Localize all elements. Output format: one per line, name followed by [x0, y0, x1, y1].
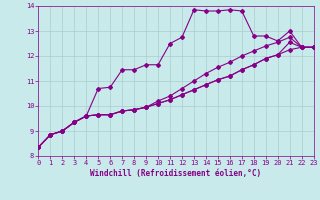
X-axis label: Windchill (Refroidissement éolien,°C): Windchill (Refroidissement éolien,°C)	[91, 169, 261, 178]
